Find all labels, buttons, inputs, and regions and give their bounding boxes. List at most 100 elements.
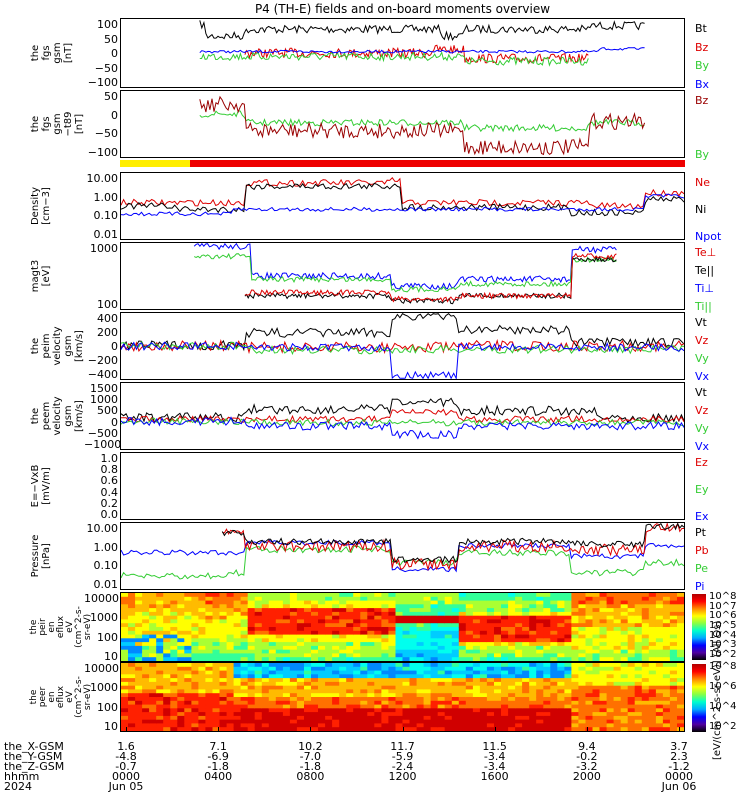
- peer-spectrogram-cell: [515, 678, 523, 683]
- peir-spectrogram-cell: [388, 619, 396, 624]
- peer-spectrogram-cell: [226, 704, 235, 709]
- peer-spectrogram-cell: [360, 723, 368, 728]
- peir-spectrogram-cell: [669, 649, 678, 655]
- peer-spectrogram-cell: [494, 666, 502, 672]
- peer-spectrogram-cell: [282, 712, 291, 717]
- peir-spectrogram-cell: [212, 653, 221, 658]
- peer-spectrogram-cell: [353, 719, 361, 725]
- peir-spectrogram-cell: [430, 619, 439, 624]
- peir-spectrogram-cell: [332, 596, 340, 602]
- peer-spectrogram-cell: [275, 689, 284, 694]
- peir-spectrogram-cell: [353, 649, 361, 655]
- peer-spectrogram-cell: [233, 670, 242, 675]
- peer-spectrogram-cell: [233, 704, 242, 709]
- peer-spectrogram-cell: [205, 666, 213, 672]
- peir-spectrogram-cell: [339, 630, 347, 636]
- peer-spectrogram-cell: [641, 727, 650, 731]
- peer-spectrogram-cell: [599, 666, 608, 672]
- peir-spectrogram-cell: [296, 630, 305, 636]
- peir-spectrogram-cell: [381, 593, 389, 598]
- peer-spectrogram-cell: [318, 712, 326, 717]
- peer-spectrogram-cell: [304, 708, 312, 713]
- peer-spectrogram-cell: [557, 681, 565, 687]
- peir-spectrogram-cell: [458, 596, 467, 602]
- peer-spectrogram-cell: [135, 719, 143, 725]
- peir-spectrogram-cell: [585, 611, 594, 617]
- peer-spectrogram-cell: [494, 678, 502, 683]
- peir-spectrogram-cell: [261, 619, 270, 624]
- peir-spectrogram-cell: [592, 608, 601, 613]
- peer-spectrogram-cell: [564, 697, 572, 702]
- temp-series-line: [193, 243, 617, 290]
- peir-spectrogram-cell: [599, 623, 608, 628]
- peer-spectrogram-cell: [416, 670, 425, 675]
- peir-spectrogram-cell: [289, 627, 298, 632]
- peer-spectrogram-cell: [465, 715, 474, 721]
- peir-spectrogram-cell: [465, 593, 474, 598]
- peir-spectrogram-cell: [472, 608, 481, 613]
- peer-spectrogram-cell: [374, 693, 382, 698]
- peer-spectrogram-cell: [128, 693, 136, 698]
- peir-spectrogram-cell: [388, 623, 396, 628]
- peir-spectrogram-cell: [648, 657, 657, 661]
- peer-spectrogram-cell: [430, 704, 439, 709]
- peer-spectrogram-cell: [325, 727, 333, 731]
- peir-spectrogram-cell: [578, 653, 586, 658]
- peir-spectrogram-cell: [465, 608, 474, 613]
- peir-spectrogram-cell: [522, 657, 530, 661]
- peir-spectrogram-cell: [662, 615, 671, 621]
- peir-spectrogram-cell: [677, 611, 684, 617]
- peer-spectrogram-cell: [226, 674, 235, 679]
- peer-spectrogram-cell: [205, 678, 213, 683]
- peer-spectrogram-cell: [289, 719, 298, 725]
- peir-spectrogram-cell: [247, 600, 256, 605]
- peir-spectrogram-cell: [205, 623, 213, 628]
- peer-spectrogram-cell: [564, 685, 572, 691]
- peir-spectrogram-cell: [508, 627, 516, 632]
- peir-spectrogram-cell: [353, 600, 361, 605]
- peer-spectrogram-cell: [353, 678, 361, 683]
- peir-spectrogram-cell: [254, 653, 263, 658]
- peir-spectrogram-cell: [304, 619, 312, 624]
- peir-spectrogram-cell: [198, 611, 206, 617]
- peer-spectrogram-cell: [170, 723, 178, 728]
- peir-spectrogram-cell: [472, 653, 481, 658]
- peer-spectrogram-cell: [479, 681, 488, 687]
- peer-spectrogram-cell: [170, 674, 178, 679]
- legend-entry-vy: Vy: [695, 352, 709, 365]
- peer-spectrogram-cell: [247, 697, 256, 702]
- peir-spectrogram-cell: [332, 615, 340, 621]
- peer-spectrogram-cell: [620, 689, 629, 694]
- peir-spectrogram-cell: [275, 653, 284, 658]
- peer-spectrogram-cell: [268, 674, 277, 679]
- peer-spectrogram-cell: [191, 663, 199, 668]
- peer-spectrogram-cell: [353, 663, 361, 668]
- peir-spectrogram-cell: [529, 615, 537, 621]
- y-tick-label: 500: [97, 404, 118, 418]
- peer-spectrogram-cell: [374, 678, 382, 683]
- peir-spectrogram-cell: [494, 630, 502, 636]
- peir-spectrogram-cell: [254, 642, 263, 647]
- x-tick-label: 3.7: [670, 740, 688, 753]
- peir-spectrogram-cell: [268, 653, 277, 658]
- peer-spectrogram-cell: [515, 727, 523, 731]
- peer-spectrogram-cell: [332, 685, 340, 691]
- peir-spectrogram-cell: [578, 630, 586, 636]
- peir-spectrogram-cell: [627, 634, 636, 639]
- peir-spectrogram-cell: [486, 596, 495, 602]
- peer-spectrogram-cell: [529, 693, 537, 698]
- peer-spectrogram-cell: [486, 708, 495, 713]
- peir-spectrogram-cell: [388, 627, 396, 632]
- peir-spectrogram-cell: [233, 593, 242, 598]
- peir-spectrogram-cell: [304, 596, 312, 602]
- peer-spectrogram-cell: [346, 674, 354, 679]
- peir-spectrogram-cell: [444, 657, 453, 661]
- peer-spectrogram-cell: [240, 727, 249, 731]
- peir-spectrogram-cell: [156, 593, 164, 598]
- peer-spectrogram-cell: [557, 693, 565, 698]
- peir-spectrogram-cell: [571, 596, 579, 602]
- y-axis-label-line: the: [30, 407, 41, 425]
- peer-spectrogram-cell: [599, 678, 608, 683]
- peer-spectrogram-cell: [121, 727, 129, 731]
- peer-spectrogram-cell: [212, 674, 221, 679]
